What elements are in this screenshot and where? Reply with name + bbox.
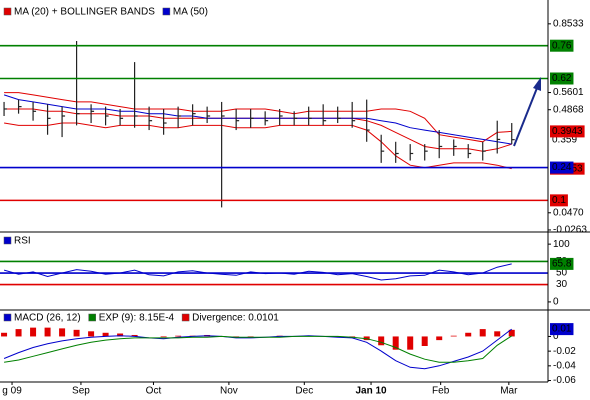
legend-label: MA (50): [173, 7, 208, 18]
rsi-value: 65.8: [550, 257, 574, 270]
y-tick-label: -0.06: [553, 375, 576, 386]
x-tick-label: Jan 10: [355, 386, 387, 397]
level-value: 0.24: [550, 161, 574, 174]
y-tick-label: 0.8533: [553, 18, 584, 29]
value-box-label: 0.3943: [552, 126, 583, 137]
legend-label: RSI: [14, 236, 31, 247]
divergence-bar: [88, 331, 95, 337]
arrow-shaft: [513, 87, 538, 147]
upper-band: [4, 92, 512, 143]
macd-line: [4, 335, 512, 363]
x-tick-label: Nov: [220, 386, 238, 397]
y-tick-label: -0.04: [553, 360, 576, 371]
x-tick-label: g 09: [2, 386, 22, 397]
level-value: 0.76: [550, 39, 574, 52]
y-tick-label: 0.5601: [553, 87, 584, 98]
divergence-bar: [378, 336, 385, 346]
legend-swatch: [3, 236, 12, 245]
divergence-bar: [450, 335, 457, 337]
value-box-bg: [550, 39, 574, 52]
arrow-head: [533, 77, 541, 91]
x-tick-label: Mar: [500, 386, 518, 397]
divergence-bar: [59, 328, 66, 337]
divergence-bar: [44, 327, 51, 337]
level-label: 30: [556, 279, 568, 290]
divergence-bar: [465, 332, 472, 337]
divergence-bar: [392, 336, 399, 350]
value-box-label: 0.24: [552, 162, 572, 173]
y-tick-label: 0.4868: [553, 104, 584, 115]
x-tick-label: Feb: [432, 386, 450, 397]
legend-swatch: [3, 7, 12, 16]
legend-swatch: [181, 313, 190, 322]
plot-layer: 0.85330.56010.48680.0470-0.02630.23530.3…: [0, 7, 587, 397]
level-label: 50: [556, 268, 568, 279]
legend-label: MACD (26, 12): [14, 313, 81, 324]
divergence-bar: [102, 332, 109, 337]
divergence-bar: [407, 336, 414, 350]
y-tick-label: 0: [553, 297, 559, 308]
value-box-bg: [550, 125, 585, 138]
divergence-bar: [1, 332, 8, 337]
legend-swatch: [3, 313, 12, 322]
y-tick-label: -0.0263: [553, 225, 587, 236]
legend-swatch: [88, 313, 96, 322]
y-tick-label: -0.02: [553, 346, 576, 357]
y-tick-label: 0: [553, 331, 559, 342]
value-box-bg: [550, 194, 568, 207]
legend-swatch: [162, 7, 171, 16]
divergence-bar: [15, 329, 22, 337]
x-tick-label: Oct: [146, 386, 162, 397]
legend-label: EXP (9): 8.15E-4: [99, 313, 175, 324]
value-box-label: 0.1: [552, 195, 566, 206]
ma50-line: [3, 94, 512, 145]
value-box-label: 0.01: [552, 324, 572, 335]
value-box-label: 65.8: [552, 259, 572, 270]
value-box-label: 0.76: [552, 40, 572, 51]
x-tick-label: Dec: [295, 386, 313, 397]
rsi-line: [3, 263, 512, 281]
value-box-bg: [550, 161, 574, 174]
divergence-bar: [73, 329, 80, 337]
legend-label: MA (20) + BOLLINGER BANDS: [14, 7, 155, 18]
divergence-bar: [479, 329, 486, 337]
upper-band-value: 0.3943: [550, 125, 585, 138]
value-box-label: 0.62: [552, 73, 572, 84]
value-box-label: 0.359: [552, 134, 577, 145]
divergence-bar: [508, 329, 515, 337]
level-value: 0.1: [550, 194, 568, 207]
value-box-bg: [550, 323, 574, 336]
divergence-bar: [160, 336, 167, 338]
legend-label: Divergence: 0.0101: [192, 313, 279, 324]
divergence-bar: [436, 336, 443, 341]
level-value: 0.62: [550, 72, 574, 85]
y-tick-label: 100: [553, 239, 570, 250]
divergence-bar: [117, 333, 124, 337]
macd-value: 0.01: [550, 323, 574, 336]
divergence-bar: [494, 331, 501, 337]
divergence-bar: [175, 335, 182, 337]
forecast-arrow: [513, 77, 541, 147]
y-tick-label: 0.0470: [553, 207, 584, 218]
divergence-bar: [421, 336, 428, 346]
divergence-bar: [30, 327, 37, 337]
value-box-bg: [550, 72, 574, 85]
x-tick-label: Sep: [72, 386, 90, 397]
divergence-bar: [131, 334, 138, 337]
value-box-bg: [550, 257, 574, 270]
